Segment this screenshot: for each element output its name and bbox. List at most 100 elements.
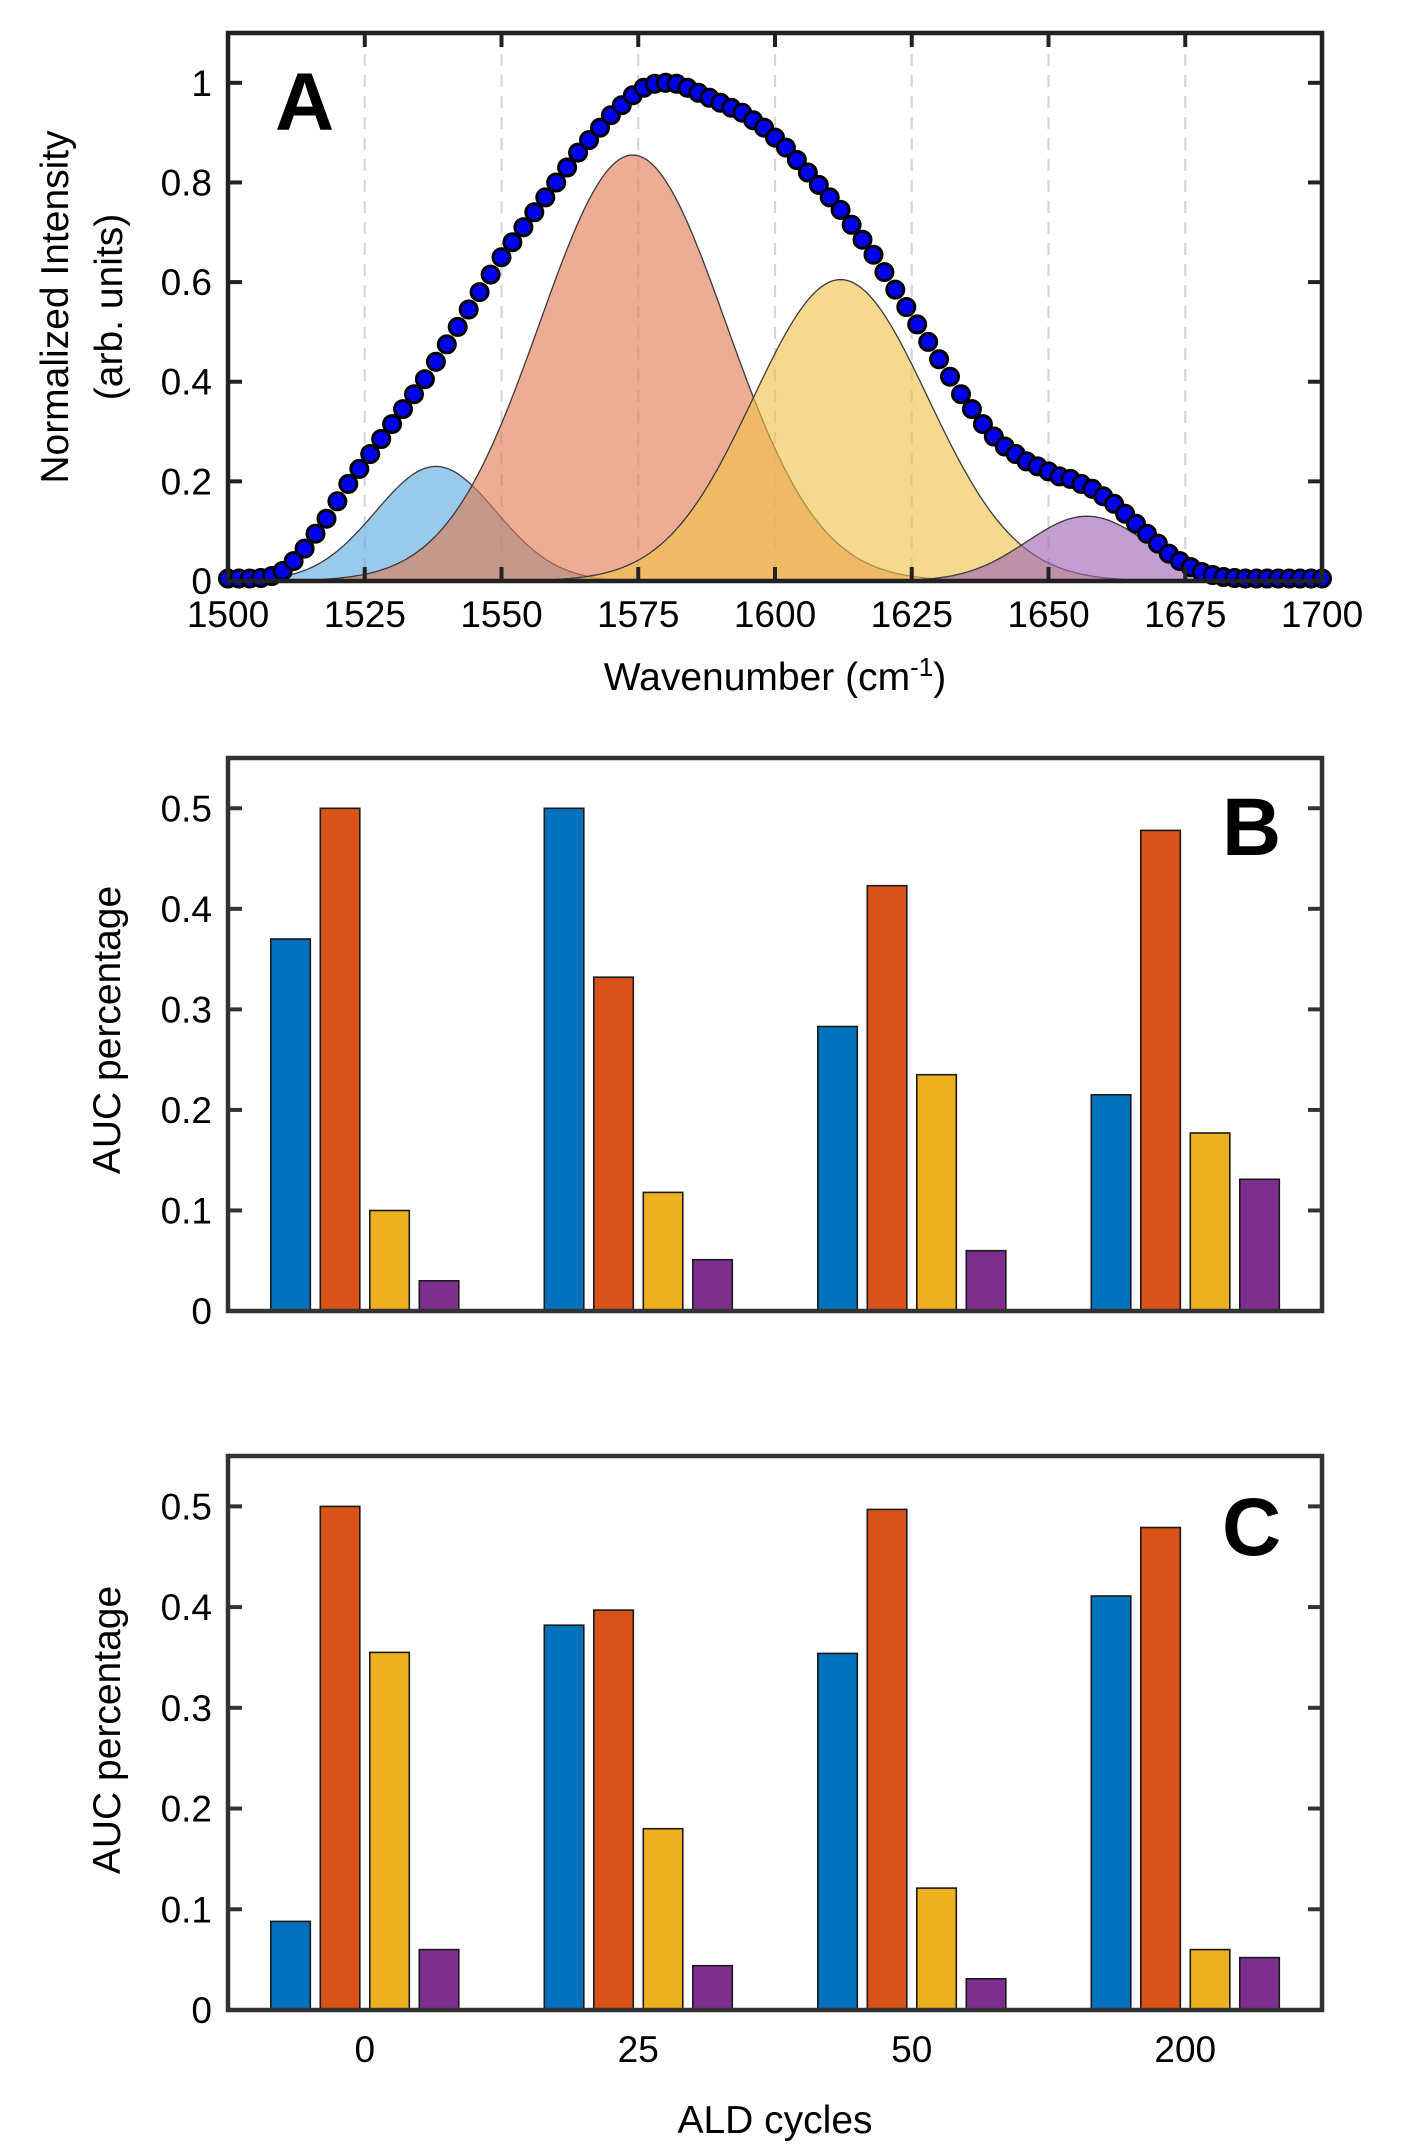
b-y-tick-label: 0 <box>191 1291 212 1332</box>
a-data-point <box>797 162 818 183</box>
b-bar-50-4 <box>965 1249 1007 1312</box>
c-y-tick-label: 0 <box>191 1990 212 2031</box>
a-data-point <box>786 150 807 170</box>
a-data-point <box>436 334 457 355</box>
a-data-point <box>382 414 403 435</box>
c-x-tick-label: 50 <box>891 2029 932 2070</box>
a-y-tick-label: 0.8 <box>161 162 212 203</box>
a-data-point <box>305 523 326 544</box>
c-y-tick-label: 0.2 <box>161 1789 212 1830</box>
c-axis-ticks: 0 0.1 0.2 0.3 0.4 0.5 0 25 50 200 <box>161 1486 1322 2070</box>
a-x-tick-label: 1525 <box>324 594 406 635</box>
b-y-tick-label: 0.3 <box>161 989 212 1030</box>
a-x-tick-label: 1500 <box>187 594 269 635</box>
b-bar-200-4 <box>1239 1178 1281 1312</box>
b-y-axis-title: AUC percentage <box>86 886 129 1174</box>
c-bar-25-1 <box>543 1624 585 2011</box>
a-axis-ticks: 1500 1525 1550 1575 1600 1625 1650 1675 1700 0 0.2… <box>161 33 1363 635</box>
b-bar-25-2 <box>592 976 635 1312</box>
a-x-tick-label: 1600 <box>734 594 816 635</box>
b-bar-200-2 <box>1140 829 1182 1312</box>
c-bar-200-1 <box>1090 1595 1132 2011</box>
a-data-point <box>907 314 928 335</box>
c-bar-0-2 <box>319 1505 361 2011</box>
panel-a-spectrum: 1500 1525 1550 1575 1600 1625 1650 1675 1700 0 0.2… <box>34 30 1363 699</box>
a-data-point <box>885 279 906 300</box>
a-panel-letter: A <box>275 57 334 148</box>
c-y-tick-label: 0.1 <box>161 1889 212 1930</box>
b-panel-letter: B <box>1222 782 1281 873</box>
b-bar-25-4 <box>691 1258 734 1312</box>
a-y-axis-title: Normalized Intensity <box>34 130 77 484</box>
c-bar-200-2 <box>1140 1526 1182 2011</box>
a-data-point <box>830 199 851 220</box>
b-bar-0-4 <box>418 1280 460 1312</box>
c-bar-0-4 <box>418 1948 460 2011</box>
a-x-axis-title-superscript: -1 <box>910 652 933 682</box>
c-bar-50-2 <box>866 1508 908 2011</box>
a-x-tick-label: 1575 <box>597 594 679 635</box>
b-plot-frame <box>225 755 1325 1314</box>
a-x-axis-title: Wavenumber (cm-1) <box>604 652 946 699</box>
a-data-point <box>568 142 589 163</box>
c-bar-0-3 <box>368 1651 411 2011</box>
b-bar-25-1 <box>543 807 585 1312</box>
c-panel-letter: C <box>1222 1482 1281 1573</box>
c-bars <box>269 1505 1281 2011</box>
a-data-point <box>283 551 304 572</box>
c-bar-25-4 <box>691 1964 734 2011</box>
b-axis-ticks: 0 0.1 0.2 0.3 0.4 0.5 <box>161 788 1322 1332</box>
b-bar-200-3 <box>1189 1132 1231 1312</box>
a-y-tick-label: 1 <box>191 63 212 104</box>
a-data-point <box>371 429 392 449</box>
a-y-tick-label: 0.4 <box>161 362 212 403</box>
c-bar-50-3 <box>915 1887 958 2011</box>
b-bar-50-3 <box>915 1073 958 1312</box>
c-bar-0-1 <box>269 1920 312 2011</box>
c-bar-200-3 <box>1189 1948 1231 2011</box>
a-data-point <box>294 538 315 559</box>
a-data-point <box>469 282 490 303</box>
a-y-tick-label: 0.6 <box>161 262 212 303</box>
b-bar-0-3 <box>368 1209 411 1312</box>
c-x-tick-label: 200 <box>1154 2029 1216 2070</box>
b-y-tick-label: 0.5 <box>161 788 212 829</box>
a-data-point <box>819 187 840 208</box>
a-data-point <box>961 399 982 420</box>
a-data-point <box>940 366 960 387</box>
a-x-axis-title-tail: ) <box>933 656 946 699</box>
a-data-point <box>513 217 534 238</box>
c-bar-25-3 <box>642 1827 684 2011</box>
c-y-axis-title: AUC percentage <box>86 1586 129 1874</box>
a-y-axis-title-2: (arb. units) <box>88 214 131 400</box>
panel-b-bar-chart: 0 0.1 0.2 0.3 0.4 0.5 B AUC percentage <box>86 755 1325 1332</box>
a-data-point <box>316 508 337 529</box>
b-bar-0-1 <box>269 938 312 1312</box>
a-data-point <box>425 351 446 372</box>
a-x-tick-label: 1625 <box>871 594 953 635</box>
b-bars <box>269 807 1281 1312</box>
b-y-tick-label: 0.1 <box>161 1190 212 1231</box>
c-x-tick-label: 25 <box>618 2029 659 2070</box>
b-bar-0-2 <box>319 807 361 1312</box>
a-component-areas <box>227 154 1322 582</box>
a-data-point <box>951 384 971 405</box>
a-x-axis-title-main: Wavenumber (cm <box>604 656 910 699</box>
c-bar-200-4 <box>1239 1956 1281 2011</box>
c-y-tick-label: 0.4 <box>161 1587 212 1628</box>
a-data-point <box>524 202 545 223</box>
a-data-point <box>579 130 599 151</box>
a-data-point <box>502 232 523 253</box>
a-data-point <box>972 414 993 435</box>
a-data-point <box>360 444 381 464</box>
c-y-tick-label: 0.5 <box>161 1486 212 1527</box>
a-data-point <box>447 316 468 337</box>
a-y-tick-label: 0 <box>191 561 212 602</box>
a-data-point <box>896 297 917 317</box>
b-bar-50-1 <box>816 1025 859 1312</box>
c-plot-frame <box>225 1453 1325 2013</box>
b-y-tick-label: 0.2 <box>161 1090 212 1131</box>
b-bar-200-1 <box>1090 1094 1132 1312</box>
c-bar-25-2 <box>592 1609 635 2011</box>
c-y-tick-label: 0.3 <box>161 1688 212 1729</box>
